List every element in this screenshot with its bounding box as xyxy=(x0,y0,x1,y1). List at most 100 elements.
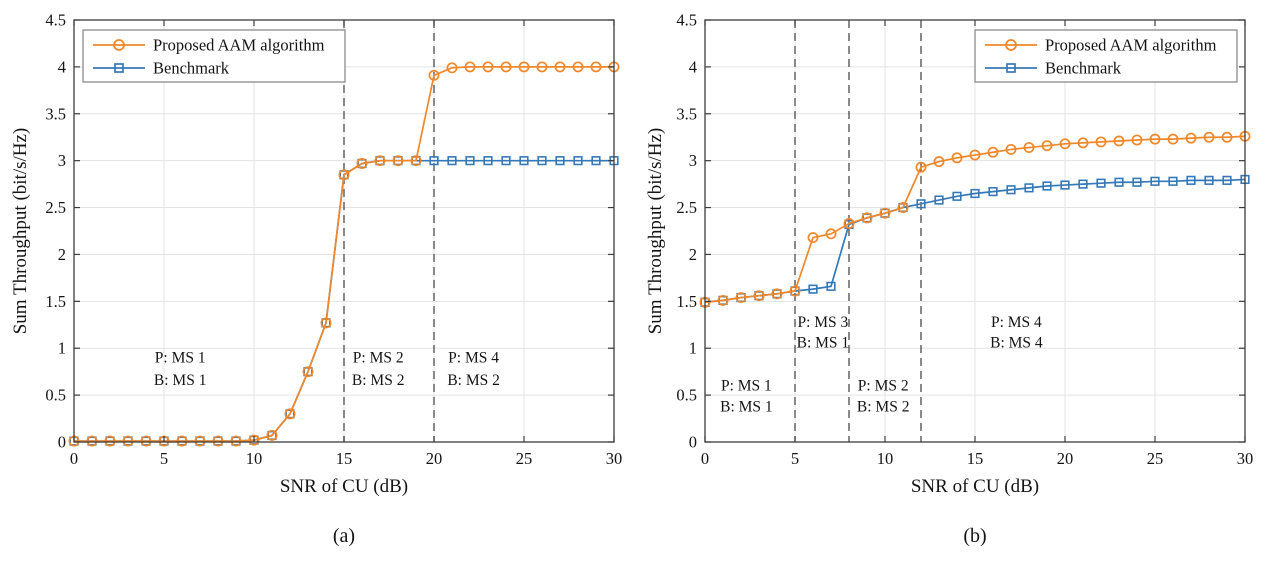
marker-square xyxy=(1114,177,1124,187)
marker-square xyxy=(970,188,980,199)
marker-square xyxy=(826,281,836,291)
marker-square xyxy=(537,156,547,166)
marker-square xyxy=(1042,181,1052,191)
region-annotation: P: MS 4 xyxy=(991,314,1042,331)
x-tick-label: 5 xyxy=(160,449,168,468)
marker-circle xyxy=(536,61,548,73)
marker-square xyxy=(1132,177,1142,187)
region-annotation: P: MS 2 xyxy=(353,350,404,367)
marker-square xyxy=(465,156,475,166)
marker-circle xyxy=(410,155,422,167)
marker-square xyxy=(447,156,457,166)
marker-circle xyxy=(1059,138,1071,150)
marker-circle xyxy=(176,435,188,447)
region-annotation: P: MS 1 xyxy=(721,378,772,395)
y-tick-label: 2.5 xyxy=(676,198,697,217)
marker-circle xyxy=(302,366,314,378)
marker-square xyxy=(501,156,511,166)
marker-square xyxy=(1060,180,1070,190)
y-tick-label: 3 xyxy=(689,151,697,170)
x-tick-label: 0 xyxy=(70,449,78,468)
y-tick-label: 2 xyxy=(58,245,66,264)
marker-circle xyxy=(464,61,476,73)
region-annotation: P: MS 4 xyxy=(448,350,499,367)
region-annotation: P: MS 3 xyxy=(797,314,848,331)
region-annotation: B: MS 2 xyxy=(352,372,405,389)
y-axis-label-a: Sum Throughput (bit/s/Hz) xyxy=(10,127,31,335)
marker-square xyxy=(429,156,439,166)
chart-b-plot: 0 5 10 15 20 25 30 0 0.5 1 1.5 2 2.5 3 3.5 4 4.5 Proposed… xyxy=(676,11,1253,469)
y-tick-label: 0.5 xyxy=(676,386,697,405)
region-annotation: B: MS 1 xyxy=(720,398,773,415)
region-annotation: B: MS 1 xyxy=(154,372,207,389)
marker-square xyxy=(1006,185,1016,195)
marker-circle xyxy=(1149,133,1161,145)
region-annotation: B: MS 2 xyxy=(447,372,500,389)
marker-circle xyxy=(554,61,566,73)
region-annotation: P: MS 1 xyxy=(155,350,206,367)
marker-circle xyxy=(248,434,260,446)
x-tick-label: 15 xyxy=(336,449,353,468)
marker-circle xyxy=(1041,140,1053,152)
marker-circle xyxy=(446,62,458,74)
marker-square xyxy=(988,187,998,197)
marker-circle xyxy=(879,207,891,219)
marker-circle xyxy=(266,429,278,441)
y-tick-label: 3.5 xyxy=(45,104,66,123)
marker-circle xyxy=(392,155,404,167)
marker-circle xyxy=(1167,133,1179,145)
x-tick-label: 10 xyxy=(877,449,894,468)
y-tick-label: 4 xyxy=(689,57,697,76)
caption-b: (b) xyxy=(963,525,987,547)
marker-circle xyxy=(104,435,116,447)
marker-circle xyxy=(1185,132,1197,144)
marker-circle xyxy=(1005,143,1017,155)
x-tick-label: 25 xyxy=(516,449,533,468)
marker-square xyxy=(519,156,529,166)
marker-square xyxy=(1078,179,1088,189)
y-tick-label: 1 xyxy=(58,339,66,358)
marker-circle xyxy=(212,435,224,447)
marker-circle xyxy=(86,435,98,447)
marker-circle xyxy=(356,158,368,169)
legend-label-benchmark: Benchmark xyxy=(1045,59,1122,78)
region-annotation: B: MS 1 xyxy=(797,335,850,352)
marker-circle xyxy=(518,61,530,73)
marker-circle xyxy=(374,155,386,167)
marker-circle xyxy=(1095,136,1107,148)
x-tick-label: 25 xyxy=(1147,449,1164,468)
marker-circle xyxy=(320,317,332,329)
legend-marker-square xyxy=(114,63,124,73)
marker-circle xyxy=(987,146,999,158)
caption-a: (a) xyxy=(332,525,356,547)
marker-circle xyxy=(861,212,873,224)
legend: Proposed AAM algorithm Benchmark xyxy=(82,29,346,83)
x-axis-label-b: SNR of CU (dB) xyxy=(910,476,1040,497)
y-tick-label: 3.5 xyxy=(676,104,697,123)
x-tick-label: 10 xyxy=(246,449,263,468)
marker-circle xyxy=(500,61,512,73)
marker-circle xyxy=(482,61,494,73)
legend-box xyxy=(974,29,1238,83)
marker-circle xyxy=(230,435,242,447)
y-tick-label: 2 xyxy=(689,245,697,264)
marker-circle xyxy=(771,288,783,300)
marker-square xyxy=(573,156,583,166)
marker-square xyxy=(591,156,601,166)
y-tick-label: 0 xyxy=(58,433,66,452)
marker-circle xyxy=(140,435,152,447)
marker-circle xyxy=(428,69,440,81)
marker-circle xyxy=(915,161,927,173)
marker-circle xyxy=(122,435,134,447)
marker-square xyxy=(483,156,493,166)
marker-square xyxy=(1096,178,1106,188)
marker-circle xyxy=(194,435,206,447)
marker-circle xyxy=(1203,131,1215,143)
marker-circle xyxy=(1077,137,1089,149)
legend-box xyxy=(82,29,346,83)
marker-circle xyxy=(1023,142,1035,153)
marker-circle xyxy=(590,61,602,73)
y-axis-label-b: Sum Throughput (bit/s/Hz) xyxy=(645,127,666,335)
x-tick-label: 20 xyxy=(426,449,443,468)
